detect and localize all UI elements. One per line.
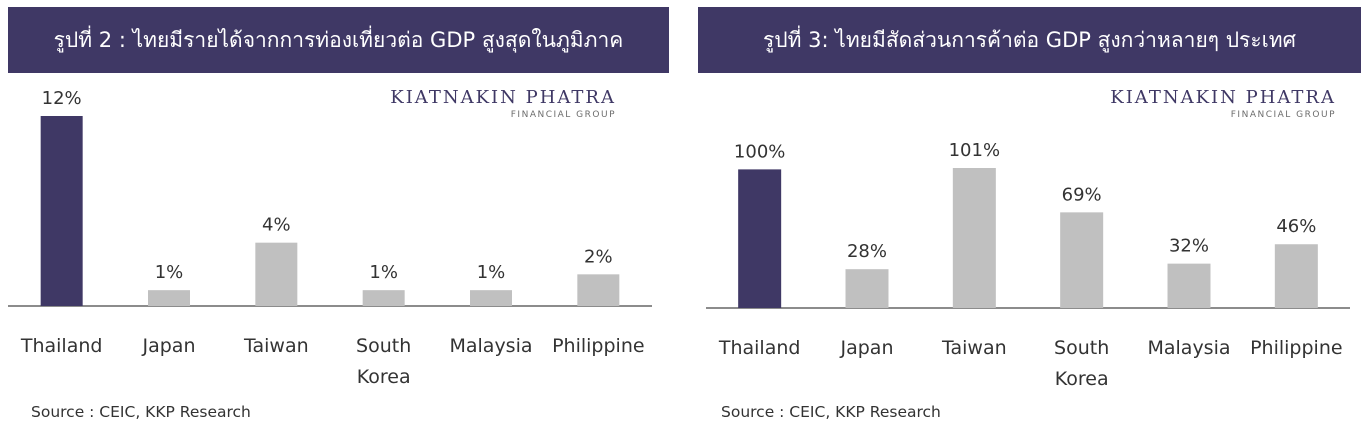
- data-label: 32%: [1169, 236, 1209, 257]
- chart-title: รูปที่ 3: ไทยมีสัดส่วนการค้าต่อ GDP สูงก…: [698, 7, 1361, 73]
- bar-japan: [148, 290, 190, 306]
- data-label: 1%: [477, 262, 506, 283]
- data-label: 1%: [155, 262, 184, 283]
- data-label: 1%: [369, 262, 398, 283]
- x-tick-label-line: Korea: [1055, 368, 1109, 390]
- data-label: 28%: [847, 241, 887, 262]
- logo-main-text: KIATNAKIN PHATRA: [1110, 87, 1336, 108]
- x-tick-label: Thailand: [20, 335, 103, 357]
- company-logo: KIATNAKIN PHATRA FINANCIAL GROUP: [390, 87, 616, 121]
- data-label: 4%: [262, 215, 291, 236]
- x-tick-label: South Korea: [356, 335, 411, 388]
- bar-taiwan: [255, 242, 298, 306]
- x-tick-label: Philippine: [552, 335, 644, 357]
- data-label: 12%: [42, 88, 82, 109]
- x-tick-label: Philippine: [1250, 337, 1342, 359]
- chart-panel-tourism: รูปที่ 2 : ไทยมีรายได้จากการท่องเที่ยวต่…: [8, 0, 669, 447]
- x-tick-label-line: South: [356, 335, 411, 357]
- x-tick-label: Malaysia: [449, 335, 532, 357]
- x-tick-label-line: South: [1054, 337, 1109, 359]
- chart-title: รูปที่ 2 : ไทยมีรายได้จากการท่องเที่ยวต่…: [8, 7, 669, 73]
- x-tick-label-line: Korea: [357, 366, 411, 388]
- logo-main-text: KIATNAKIN PHATRA: [390, 87, 616, 108]
- bar-malaysia: [1167, 263, 1211, 308]
- bar-japan: [845, 269, 889, 308]
- bar-thailand: [738, 169, 782, 308]
- source-note: Source : CEIC, KKP Research: [721, 403, 941, 421]
- x-tick-label: Japan: [142, 335, 196, 357]
- bar-taiwan: [952, 168, 996, 308]
- data-label: 46%: [1276, 216, 1316, 237]
- bar-philippine: [1274, 244, 1318, 308]
- bar-chart-tourism: 12% Thailand 1% Japan 4% Taiwan 1% South Korea 1%…: [8, 88, 652, 388]
- x-tick-label: Malaysia: [1147, 337, 1230, 359]
- bar-south-korea: [362, 290, 405, 306]
- bar-chart-trade: 100% Thailand 28% Japan 101% Taiwan 69% South Ko…: [706, 140, 1350, 390]
- company-logo: KIATNAKIN PHATRA FINANCIAL GROUP: [1110, 87, 1336, 121]
- x-tick-label: Thailand: [718, 337, 801, 359]
- bar-thailand: [40, 116, 83, 306]
- data-label: 100%: [734, 141, 785, 162]
- chart-panel-trade: รูปที่ 3: ไทยมีสัดส่วนการค้าต่อ GDP สูงก…: [698, 0, 1361, 447]
- bar-south-korea: [1060, 212, 1104, 308]
- data-label: 2%: [584, 246, 613, 267]
- logo-sub-text: FINANCIAL GROUP: [1230, 110, 1336, 120]
- source-note: Source : CEIC, KKP Research: [31, 403, 251, 421]
- bar-malaysia: [470, 290, 512, 306]
- logo-sub-text: FINANCIAL GROUP: [510, 110, 616, 120]
- x-tick-label: Taiwan: [941, 337, 1007, 359]
- data-label: 101%: [949, 140, 1000, 161]
- x-tick-label: Taiwan: [243, 335, 309, 357]
- x-tick-label: Japan: [840, 337, 894, 359]
- bar-philippine: [577, 274, 620, 306]
- data-label: 69%: [1062, 184, 1102, 205]
- x-tick-label: South Korea: [1054, 337, 1109, 390]
